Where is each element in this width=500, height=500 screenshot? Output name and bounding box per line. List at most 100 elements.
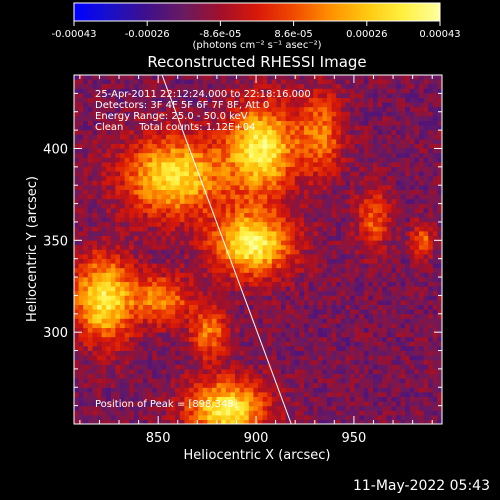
- heatmap-cell: [78, 121, 84, 126]
- heatmap-cell: [331, 130, 337, 136]
- heatmap-cell: [216, 309, 222, 315]
- heatmap-cell: [322, 328, 328, 333]
- heatmap-cell: [276, 355, 282, 361]
- heatmap-cell: [308, 144, 314, 149]
- heatmap-cell: [350, 263, 355, 269]
- heatmap-cell: [382, 236, 388, 241]
- heatmap-cell: [414, 153, 420, 159]
- heatmap-cell: [129, 355, 135, 361]
- heatmap-cell: [377, 148, 383, 154]
- heatmap-cell: [428, 98, 434, 103]
- heatmap-cell: [175, 282, 181, 287]
- heatmap-cell: [198, 295, 204, 301]
- heatmap-cell: [170, 208, 176, 214]
- heatmap-cell: [179, 102, 185, 108]
- heatmap-cell: [212, 268, 217, 274]
- heatmap-cell: [133, 153, 139, 159]
- colorbar-units: (photons cm⁻² s⁻¹ asec⁻²): [192, 40, 321, 51]
- heatmap-cell: [400, 84, 406, 90]
- heatmap-cell: [193, 318, 199, 324]
- heatmap-cell: [216, 249, 222, 255]
- heatmap-cell: [156, 217, 162, 223]
- heatmap-cell: [262, 318, 268, 324]
- heatmap-cell: [294, 125, 300, 131]
- heatmap-cell: [414, 305, 420, 310]
- heatmap-cell: [345, 121, 351, 126]
- heatmap-cell: [92, 157, 98, 163]
- heatmap-cell: [253, 245, 259, 251]
- heatmap-cell: [124, 355, 130, 361]
- heatmap-cell: [212, 328, 217, 333]
- heatmap-cell: [110, 222, 116, 228]
- heatmap-cell: [248, 337, 254, 343]
- heatmap-cell: [290, 167, 296, 172]
- heatmap-cell: [248, 236, 254, 241]
- heatmap-cell: [147, 203, 153, 209]
- heatmap-cell: [267, 282, 273, 287]
- heatmap-cell: [120, 79, 125, 85]
- heatmap-cell: [124, 337, 130, 343]
- heatmap-cell: [294, 213, 300, 218]
- heatmap-cell: [156, 84, 162, 90]
- heatmap-cell: [304, 134, 309, 140]
- heatmap-cell: [230, 231, 236, 237]
- heatmap-cell: [414, 226, 420, 232]
- heatmap-cell: [124, 102, 130, 108]
- heatmap-cell: [400, 259, 406, 264]
- heatmap-cell: [170, 268, 176, 274]
- heatmap-cell: [189, 355, 194, 361]
- heatmap-cell: [423, 337, 429, 343]
- heatmap-cell: [235, 300, 240, 306]
- heatmap-cell: [230, 75, 236, 80]
- heatmap-cell: [419, 98, 424, 103]
- heatmap-cell: [267, 309, 273, 315]
- heatmap-cell: [106, 111, 112, 117]
- heatmap-cell: [400, 328, 406, 333]
- heatmap-cell: [120, 222, 125, 228]
- heatmap-cell: [340, 93, 346, 99]
- heatmap-cell: [147, 102, 153, 108]
- heatmap-cell: [419, 213, 424, 218]
- heatmap-cell: [179, 153, 185, 159]
- heatmap-cell: [423, 203, 429, 209]
- heatmap-cell: [377, 116, 383, 122]
- heatmap-cell: [138, 134, 144, 140]
- heatmap-cell: [437, 272, 442, 278]
- heatmap-cell: [212, 208, 217, 214]
- heatmap-cell: [262, 295, 268, 301]
- heatmap-cell: [152, 309, 158, 315]
- heatmap-cell: [248, 148, 254, 154]
- heatmap-cell: [281, 328, 286, 333]
- heatmap-cell: [202, 139, 208, 145]
- heatmap-cell: [432, 194, 438, 200]
- heatmap-cell: [299, 222, 305, 228]
- heatmap-cell: [235, 346, 240, 352]
- heatmap-cell: [198, 157, 204, 163]
- heatmap-cell: [138, 295, 144, 301]
- heatmap-cell: [308, 263, 314, 269]
- heatmap-cell: [189, 79, 194, 85]
- heatmap-cell: [313, 121, 319, 126]
- heatmap-cell: [317, 351, 323, 356]
- heatmap-cell: [138, 341, 144, 347]
- heatmap-cell: [175, 93, 181, 99]
- heatmap-cell: [235, 84, 240, 90]
- heatmap-cell: [101, 111, 107, 117]
- heatmap-cell: [281, 139, 286, 145]
- heatmap-cell: [221, 309, 227, 315]
- heatmap-cell: [294, 318, 300, 324]
- heatmap-cell: [161, 286, 167, 292]
- heatmap-cell: [327, 263, 332, 269]
- heatmap-cell: [313, 291, 319, 297]
- heatmap-cell: [156, 282, 162, 287]
- heatmap-cell: [253, 346, 259, 352]
- heatmap-cell: [198, 332, 204, 338]
- heatmap-cell: [409, 309, 415, 315]
- heatmap-cell: [198, 231, 204, 237]
- heatmap-cell: [184, 314, 190, 320]
- heatmap-cell: [221, 84, 227, 90]
- heatmap-cell: [216, 121, 222, 126]
- heatmap-cell: [336, 203, 342, 209]
- heatmap-cell: [419, 236, 424, 241]
- heatmap-cell: [129, 282, 135, 287]
